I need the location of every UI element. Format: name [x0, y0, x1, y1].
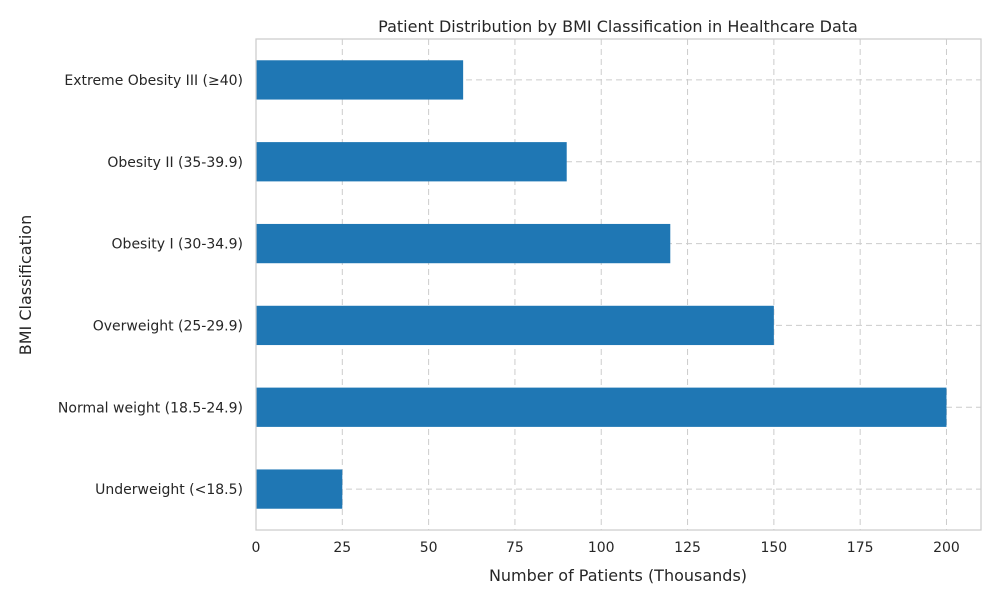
x-tick-labels: 0 25 50 75 100 125 150 175 200	[252, 540, 960, 556]
x-tick-label: 25	[333, 540, 351, 556]
bars	[256, 60, 947, 509]
y-tick-labels: Underweight (<18.5) Normal weight (18.5-2…	[58, 73, 243, 498]
x-tick-label: 200	[933, 540, 960, 556]
plot-frame	[255, 38, 982, 531]
x-tick-label: 75	[506, 540, 524, 556]
bar	[256, 469, 343, 509]
bar	[256, 223, 671, 264]
y-tick-label: Overweight (25-29.9)	[93, 318, 243, 334]
x-tick-label: 175	[847, 540, 874, 556]
bar	[256, 60, 464, 100]
x-tick-label: 50	[420, 540, 438, 556]
x-tick-label: 100	[588, 540, 615, 556]
bar	[256, 305, 774, 346]
y-tick-label: Obesity I (30-34.9)	[112, 237, 243, 253]
bar	[256, 387, 947, 427]
y-tick-label: Underweight (<18.5)	[95, 482, 243, 498]
grid	[255, 39, 981, 530]
x-tick-label: 150	[760, 540, 787, 556]
chart-title: Patient Distribution by BMI Classificati…	[378, 17, 858, 36]
x-tick-label: 125	[674, 540, 701, 556]
y-tick-label: Extreme Obesity III (≥40)	[64, 73, 243, 89]
y-axis-title: BMI Classification	[16, 215, 35, 355]
y-tick-label: Obesity II (35-39.9)	[107, 155, 243, 171]
x-tick-label: 0	[252, 540, 261, 556]
bar	[256, 142, 567, 182]
y-tick-label: Normal weight (18.5-24.9)	[58, 400, 243, 416]
x-axis-title: Number of Patients (Thousands)	[489, 566, 747, 585]
